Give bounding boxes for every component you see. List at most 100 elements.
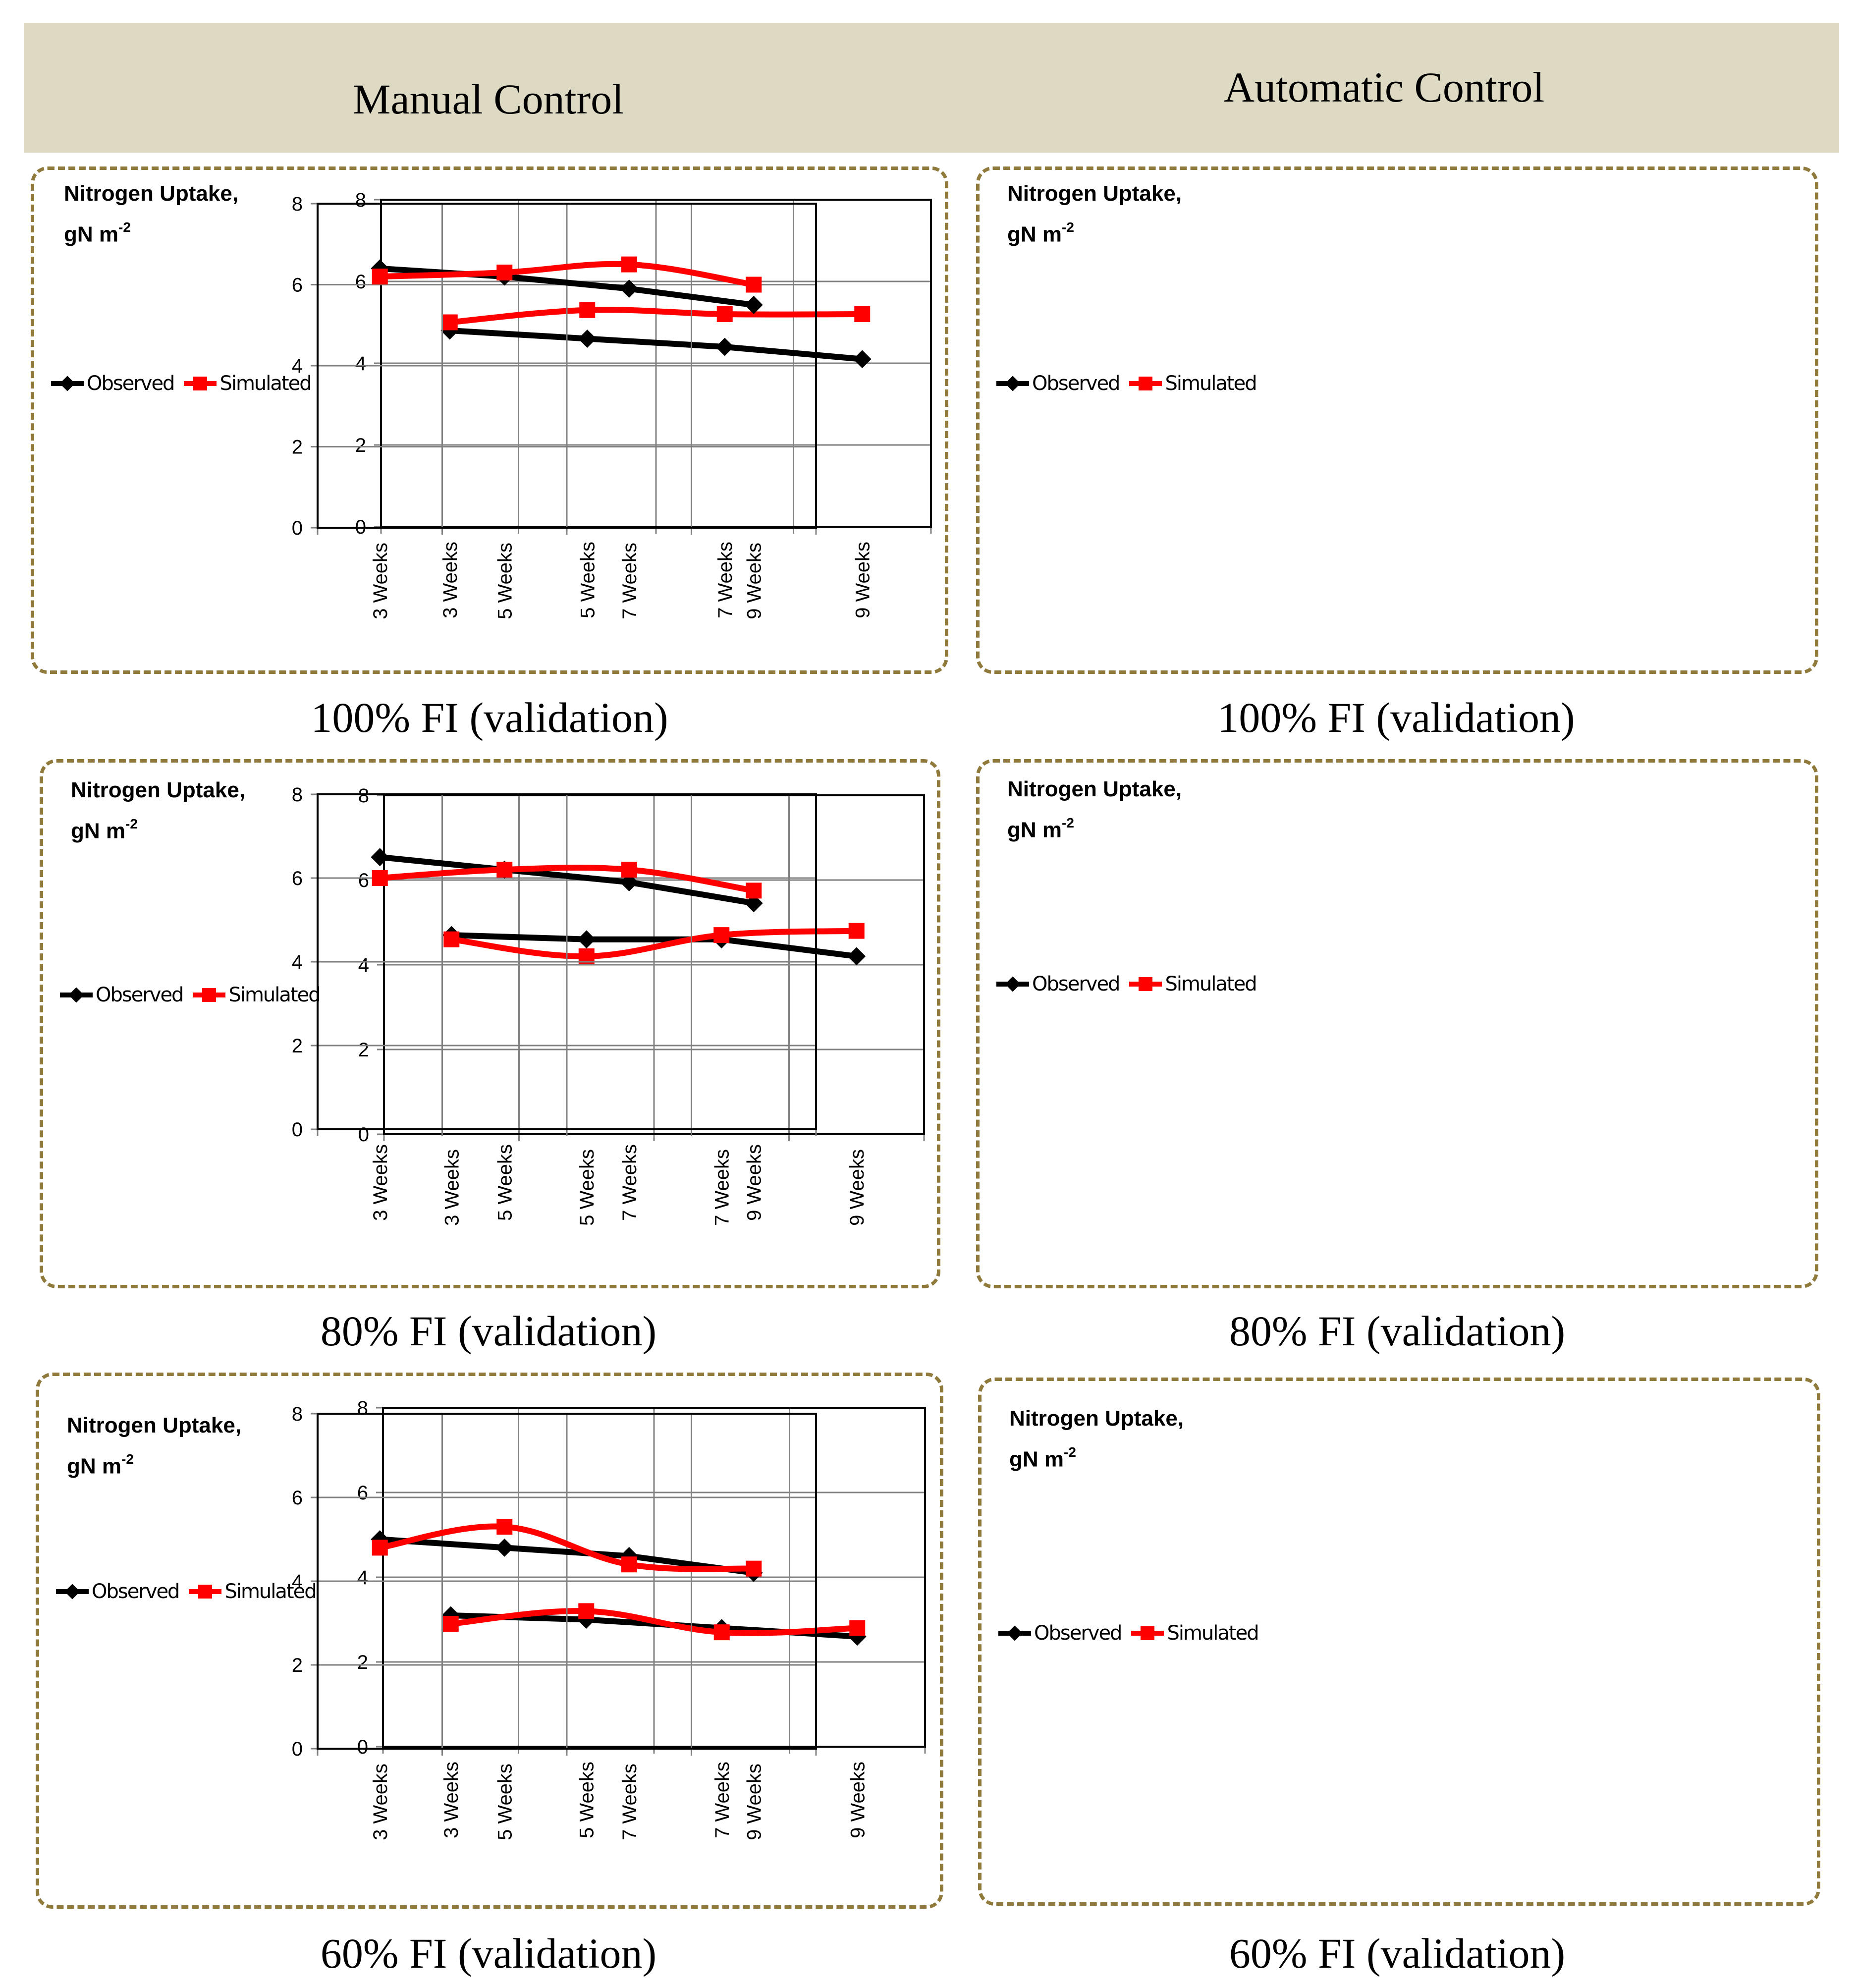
y-axis-unit-exponent: -2 — [125, 816, 138, 831]
simulated-point — [579, 302, 596, 318]
legend-swatch-simulated — [193, 988, 226, 1002]
manual-control-title: Manual Control — [353, 75, 624, 123]
y-tick-label: 0 — [292, 1119, 303, 1141]
x-tick-label: 7 Weeks — [711, 1149, 733, 1226]
y-axis-title: Nitrogen Uptake, gN m-2 — [1009, 1401, 1184, 1478]
x-tick-label: 5 Weeks — [494, 543, 516, 619]
series-line-simulated — [451, 928, 857, 959]
legend-swatch-observed — [51, 376, 84, 391]
legend-item-simulated: Simulated — [188, 1580, 317, 1603]
x-tick-label: 9 Weeks — [743, 1144, 765, 1221]
legend-item-observed: Observed — [50, 372, 175, 395]
chart-panel-manual-100: 0 2 4 6 8 3 Weeks 5 Weeks 7 Weeks 9 Weeks Nitroge… — [31, 166, 948, 674]
x-tick-label: 7 Weeks — [714, 542, 736, 618]
y-tick-label: 8 — [292, 1403, 303, 1425]
y-tick-label: 6 — [292, 1487, 303, 1509]
x-tick-label: 9 Weeks — [743, 1764, 765, 1840]
chart-panel-automatic-80: 0 2 4 6 8 3 Weeks 5 Weeks 7 Weeks 9 Weeks Nitroge… — [292, 759, 1818, 1288]
y-tick-label: 4 — [292, 951, 303, 973]
y-axis-title-line1: Nitrogen Uptake, — [71, 778, 246, 802]
x-tick-label: 5 Weeks — [576, 1762, 598, 1838]
observed-point — [744, 295, 763, 314]
y-axis-title: Nitrogen Uptake, gN m-2 — [64, 176, 238, 253]
y-tick-label: 8 — [292, 784, 303, 806]
y-axis-title: Nitrogen Uptake, gN m-2 — [71, 773, 245, 849]
y-tick-label: 6 — [292, 868, 303, 889]
y-axis-title: Nitrogen Uptake, gN m-2 — [1007, 176, 1182, 253]
simulated-point — [746, 883, 762, 899]
observed-point — [577, 930, 596, 949]
legend-swatch-observed — [60, 987, 93, 1003]
legend-label: Simulated — [1165, 372, 1257, 395]
y-axis-title-line2: gN m-2 — [1007, 212, 1182, 253]
simulated-point — [621, 256, 637, 273]
y-tick-label: 8 — [292, 193, 303, 215]
x-tick-label: 3 Weeks — [440, 1762, 462, 1838]
y-tick-label: 4 — [358, 954, 369, 976]
simulated-point — [578, 1603, 595, 1619]
simulated-point — [441, 314, 458, 331]
simulated-point — [496, 1519, 513, 1535]
legend-item-simulated: Simulated — [192, 984, 321, 1006]
legend: Observed Simulated — [59, 984, 329, 1006]
legend-label: Observed — [1032, 973, 1120, 995]
simulated-point — [621, 862, 637, 878]
simulated-point — [621, 1556, 637, 1573]
legend-item-observed: Observed — [995, 372, 1120, 395]
simulated-point — [746, 276, 762, 293]
legend-label: Simulated — [1167, 1622, 1259, 1645]
legend-swatch-simulated — [1129, 377, 1162, 390]
y-tick-label: 8 — [358, 785, 369, 807]
legend-label: Observed — [92, 1580, 180, 1603]
y-tick-label: 4 — [292, 355, 303, 377]
legend-label: Observed — [1034, 1622, 1122, 1645]
chart-svg: 0 2 4 6 8 3 Weeks 5 Weeks 7 Weeks 9 Weeks — [292, 193, 817, 619]
y-axis-title: Nitrogen Uptake, gN m-2 — [1007, 772, 1182, 848]
legend-item-simulated: Simulated — [1128, 973, 1257, 995]
y-axis-title-line1: Nitrogen Uptake, — [1009, 1406, 1184, 1431]
y-tick-label: 0 — [292, 1738, 303, 1760]
series-line-observed — [449, 328, 863, 362]
simulated-point — [496, 264, 513, 280]
chart-panel-manual-60: 0 2 4 6 8 3 Weeks 5 Weeks 7 Weeks 9 Weeks Nitroge… — [36, 1373, 943, 1909]
x-tick-label: 5 Weeks — [576, 1149, 598, 1226]
y-axis-title-line2: gN m-2 — [1007, 807, 1182, 848]
legend-item-simulated: Simulated — [1130, 1622, 1259, 1645]
x-tick-label: 7 Weeks — [711, 1762, 733, 1838]
y-tick-label: 2 — [292, 1655, 303, 1676]
y-axis-unit-exponent: -2 — [121, 1451, 134, 1467]
chart-panel-automatic-100: 0 2 4 6 8 3 Weeks 5 Weeks 7 Weeks 9 Weeks Nitroge… — [292, 166, 1818, 674]
observed-point — [847, 947, 866, 966]
y-tick-label: 6 — [292, 275, 303, 296]
legend-label: Simulated — [224, 1580, 317, 1603]
simulated-point — [746, 1560, 762, 1577]
y-axis-unit: gN m — [64, 222, 118, 247]
simulated-point — [713, 1624, 730, 1641]
x-tick-label: 7 Weeks — [619, 1144, 641, 1221]
legend: Observed Simulated — [50, 372, 320, 395]
y-axis-title-line2: gN m-2 — [64, 212, 238, 253]
automatic-control-title: Automatic Control — [1224, 63, 1545, 111]
y-tick-label: 8 — [355, 189, 366, 211]
legend-swatch-simulated — [184, 377, 217, 390]
series-line-observed — [380, 854, 755, 906]
y-tick-label: 2 — [355, 435, 366, 456]
caption-manual-60: 60% FI (validation) — [320, 1930, 657, 1977]
y-axis-unit: gN m — [1007, 818, 1062, 842]
legend-swatch-observed — [56, 1584, 89, 1600]
y-tick-label: 6 — [358, 870, 369, 891]
y-tick-label: 2 — [292, 437, 303, 458]
x-tick-label: 5 Weeks — [494, 1144, 516, 1221]
y-tick-label: 6 — [357, 1482, 368, 1504]
y-tick-label: 8 — [357, 1397, 368, 1419]
x-tick-label: 7 Weeks — [619, 1764, 641, 1840]
x-tick-label: 5 Weeks — [577, 542, 599, 618]
legend-label: Observed — [87, 372, 175, 395]
simulated-point — [372, 269, 388, 285]
plot-frame — [317, 793, 817, 1130]
y-axis-unit: gN m — [67, 1454, 121, 1479]
y-tick-label: 0 — [292, 517, 303, 539]
observed-point — [578, 330, 597, 348]
chart-panel-automatic-60: 0 2 4 6 8 3 Weeks 5 Weeks 7 Weeks 9 Weeks Nitroge… — [292, 1378, 1820, 1906]
series-line-observed — [380, 1536, 755, 1576]
